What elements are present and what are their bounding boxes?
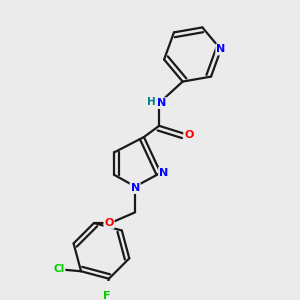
Text: Cl: Cl [53,264,64,274]
Text: F: F [103,291,110,300]
Text: H: H [147,97,156,106]
Text: O: O [104,218,114,228]
Text: N: N [216,44,226,55]
Text: N: N [130,183,140,193]
Text: N: N [159,168,168,178]
Text: O: O [184,130,194,140]
Text: N: N [157,98,166,108]
